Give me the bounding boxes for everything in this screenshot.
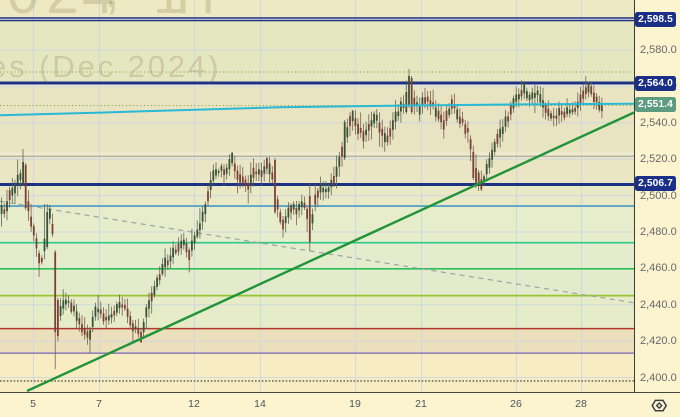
svg-text:es (Dec 2024): es (Dec 2024) [0,49,221,84]
svg-text:02: 02 [7,0,86,26]
svg-text:H: H [176,0,215,25]
svg-text:1: 1 [153,0,183,25]
svg-text:4: 4 [82,0,114,26]
svg-text:,: , [104,0,120,20]
